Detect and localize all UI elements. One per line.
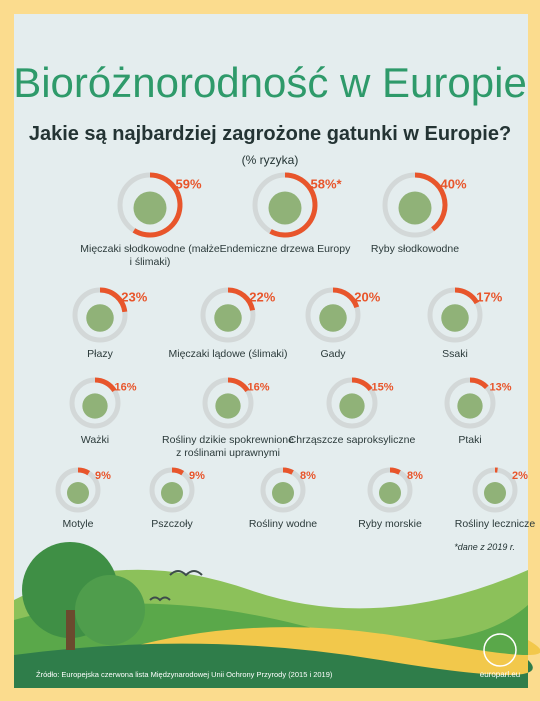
value-label: 17% [476,289,502,304]
value-label: 8% [300,470,316,482]
value-label: 15% [372,381,394,393]
ring-arc [390,470,400,472]
icon [399,192,432,225]
icon [161,482,183,504]
category-label: Ryby morskie [345,518,435,531]
icon [134,192,167,225]
value-label: 40% [441,177,467,192]
icon [215,393,240,418]
icon [86,304,114,332]
category-label: Ważki [25,434,165,447]
value-label: 16% [248,381,270,393]
value-label: 59% [176,177,202,192]
category-label: Rośliny wodne [238,518,328,531]
icon [441,304,469,332]
value-label: 20% [354,289,380,304]
subtitle: Jakie są najbardziej zagrożone gatunki w… [29,123,511,145]
category-label: Motyle [33,518,123,531]
source: Źródło: Europejska czerwona lista Między… [36,670,333,679]
category-label: Endemiczne drzewa Europy [215,243,355,256]
ring-arc [283,470,293,472]
icon [269,192,302,225]
category-label: Ssaki [385,348,525,361]
value-label: 9% [189,470,205,482]
site: europarl.eu [480,670,520,679]
icon [379,482,401,504]
value-label: 9% [95,470,111,482]
value-label: 2% [512,470,528,482]
icon [339,393,364,418]
value-label: 22% [249,289,275,304]
page: Bioróżnorodność w Europie Jakie są najba… [0,0,540,701]
value-label: 8% [407,470,423,482]
footnote: *dane z 2019 r. [454,542,515,552]
title: Bioróżnorodność w Europie [13,59,527,106]
value-label: 58%* [311,177,343,192]
icon [214,304,242,332]
icon [272,482,294,504]
unit-note: (% ryzyka) [242,153,299,167]
category-label: Rośliny lecznicze [450,518,540,531]
value-label: 13% [490,381,512,393]
category-label: Gady [263,348,403,361]
category-label: Pszczoły [127,518,217,531]
icon [82,393,107,418]
icon [484,482,506,504]
category-label: Płazy [30,348,170,361]
category-label: Mięczaki słodkowodne (małże i ślimaki) [80,243,220,269]
category-label: Ptaki [400,434,540,447]
icon [67,482,89,504]
icon [319,304,347,332]
category-label: Ryby słodkowodne [345,243,485,256]
icon [457,393,482,418]
category-label: Rośliny dzikie spokrewnione z roślinami … [158,434,298,460]
value-label: 23% [121,289,147,304]
value-label: 16% [115,381,137,393]
